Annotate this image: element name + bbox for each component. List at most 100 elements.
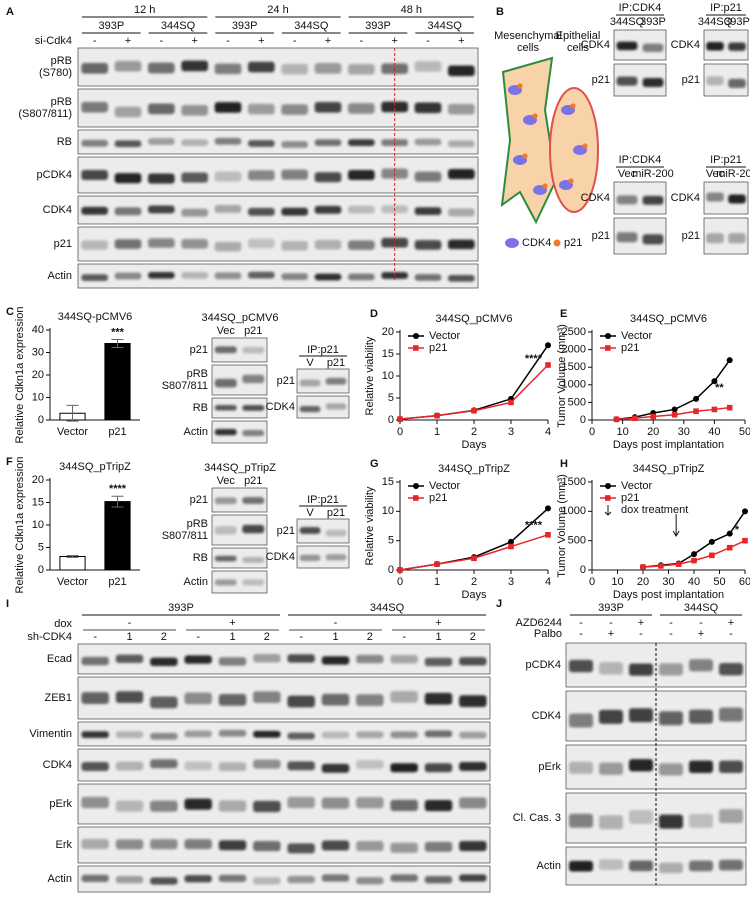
band — [214, 497, 237, 505]
blot — [77, 826, 491, 864]
row-label: ZEB1 — [44, 692, 72, 704]
legend-marker — [413, 483, 419, 489]
lane-label: 393P — [724, 16, 750, 28]
label: AZD6244 — [516, 617, 562, 629]
y-axis-label: Relative Cdkn1a expression — [14, 457, 26, 594]
band — [214, 526, 237, 535]
point — [726, 530, 733, 537]
blot — [77, 676, 491, 720]
lane-label: p21 — [327, 507, 345, 519]
sign: - — [334, 617, 338, 629]
row-label: pCDK4 — [526, 659, 561, 671]
band — [253, 877, 281, 885]
band — [287, 796, 315, 809]
legend-label: Vector — [621, 480, 653, 492]
row-label: (S807/811) — [18, 108, 72, 120]
label: cells — [567, 42, 590, 54]
point — [693, 395, 700, 402]
band — [356, 877, 384, 885]
band — [81, 874, 109, 883]
band — [214, 241, 242, 252]
band — [348, 205, 375, 214]
panel-letter: J — [496, 598, 502, 610]
band — [218, 693, 247, 706]
band — [114, 207, 142, 216]
band — [689, 813, 713, 828]
lane-label: miR-200 — [716, 168, 750, 180]
band — [414, 138, 442, 146]
x-tick-label: 1 — [434, 426, 440, 438]
group-label: 344SQ — [684, 602, 719, 614]
chart-title: 344SQ_pTripZ — [59, 461, 131, 473]
band — [81, 656, 109, 666]
band — [299, 554, 321, 561]
band — [706, 76, 724, 86]
band — [218, 729, 247, 737]
band — [414, 102, 442, 114]
y-tick-label: 0 — [388, 564, 394, 576]
lane-label: miR-200 — [632, 168, 674, 180]
band — [253, 841, 281, 852]
point — [397, 567, 403, 573]
x-tick-label: 0 — [397, 426, 403, 438]
band — [569, 813, 593, 828]
band — [390, 690, 418, 703]
band — [214, 378, 237, 388]
band — [448, 274, 475, 282]
band — [659, 663, 683, 676]
blot — [211, 397, 268, 419]
legend-label: p21 — [429, 342, 447, 354]
band — [214, 63, 242, 75]
time-label: 48 h — [401, 4, 422, 16]
legend-label: p21 — [429, 492, 447, 504]
band — [214, 429, 237, 436]
y-tick-label: 20 — [382, 326, 394, 338]
legend-label: Vector — [429, 480, 461, 492]
label: si-Cdk4 — [35, 35, 72, 47]
sign: 2 — [470, 631, 476, 643]
significance: *** — [111, 326, 125, 338]
band — [248, 103, 275, 115]
band — [115, 691, 144, 704]
band — [348, 139, 375, 146]
x-tick-label: p21 — [108, 426, 126, 438]
p21-icon — [568, 178, 574, 184]
legend-arrow — [604, 505, 612, 516]
point — [613, 416, 620, 423]
band — [381, 139, 408, 147]
row-label: p21 — [682, 74, 700, 86]
y-tick-label: 0 — [580, 564, 586, 576]
row-label: Actin — [184, 426, 208, 438]
y-tick-label: 10 — [32, 391, 44, 403]
row-label: CDK4 — [671, 39, 700, 51]
band — [150, 800, 178, 812]
band — [706, 192, 724, 202]
row-label: pRB — [51, 96, 72, 108]
time-label: 24 h — [267, 4, 288, 16]
blot-title: 344SQ_pCMV6 — [201, 312, 278, 324]
sign: - — [579, 617, 583, 629]
x-tick-label: 30 — [662, 576, 674, 588]
legend-label: p21 — [621, 492, 639, 504]
x-tick-label: 0 — [589, 426, 595, 438]
band — [459, 761, 487, 771]
band — [616, 232, 638, 243]
y-tick-label: 5 — [388, 392, 394, 404]
blot-title: IP:p21 — [307, 344, 339, 356]
band — [706, 233, 724, 244]
point — [508, 538, 514, 545]
row-label: CDK4 — [43, 759, 72, 771]
row-label: S807/811 — [162, 380, 208, 392]
blot-title: IP:p21 — [710, 2, 742, 14]
sign: + — [258, 35, 264, 47]
band — [218, 800, 247, 812]
band — [218, 840, 247, 851]
panel-letter: G — [370, 458, 379, 470]
row-label: p21 — [277, 525, 295, 537]
blot — [77, 865, 491, 893]
x-tick-label: 0 — [589, 576, 595, 588]
band — [114, 239, 142, 249]
band — [214, 171, 242, 182]
y-tick-label: 15 — [32, 496, 44, 508]
band — [719, 663, 743, 676]
